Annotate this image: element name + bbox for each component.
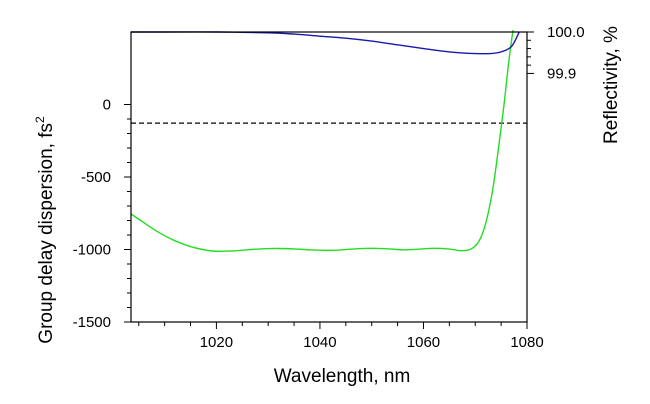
axes-layer (124, 31, 534, 329)
y-axis-title-left: Group delay dispersion, fs2 (33, 116, 57, 344)
y-left-tick-label: -500 (81, 169, 111, 186)
x-axis-title: Wavelength, nm (274, 366, 411, 387)
y-right-tick-label: 100.0 (547, 24, 585, 41)
x-tick-label: 1060 (407, 334, 440, 351)
plot-layer (131, 30, 527, 252)
reflectivity-series-line (131, 31, 520, 55)
x-tick-label: 1080 (510, 334, 543, 351)
gdd-series-line (131, 30, 514, 252)
y-axis-title-left-superscript: 2 (33, 116, 47, 123)
y-left-tick-label: -1500 (73, 314, 111, 331)
labels-layer: 1020 1040 1060 1080 0 -500 -1000 -1500 100.0 99.9 (73, 24, 585, 351)
y-left-tick-label: -1000 (73, 242, 111, 259)
plot-frame (130, 31, 528, 323)
y-left-tick-label: 0 (103, 97, 111, 114)
y-axis-title-left-text: Group delay dispersion, fs (36, 123, 57, 344)
y-right-tick-label: 99.9 (547, 65, 576, 82)
x-tick-label: 1040 (303, 334, 336, 351)
x-tick-label: 1020 (200, 334, 233, 351)
y-axis-title-right: Reflectivity, % (601, 26, 622, 144)
